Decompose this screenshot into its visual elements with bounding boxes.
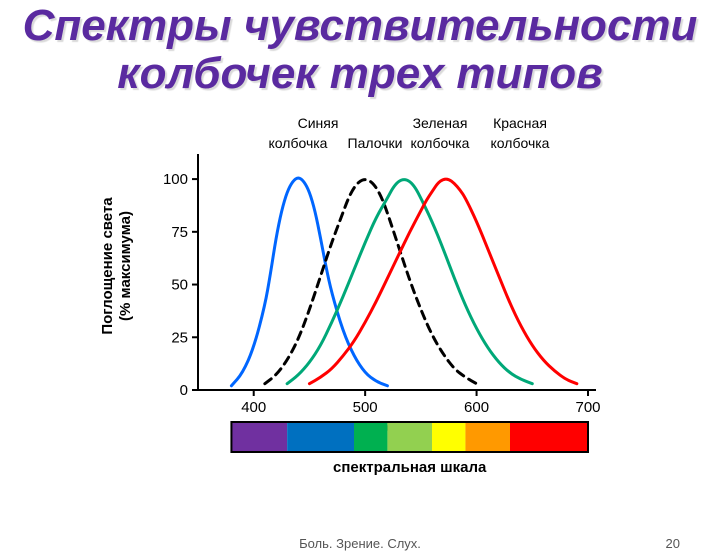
y-axis-label-2: (% максимума) (117, 211, 134, 321)
spectrum-band (387, 422, 432, 452)
y-tick-label: 100 (163, 171, 188, 188)
green-curve (287, 180, 532, 384)
blue-curve (231, 178, 387, 386)
spectrum-band (432, 422, 465, 452)
spectrum-label: спектральная шкала (333, 459, 487, 476)
y-axis-label-1: Поглощение света (99, 197, 116, 335)
curve-label: колбочка (411, 135, 470, 151)
spectrum-band (354, 422, 387, 452)
rod-curve (265, 180, 477, 384)
footer-caption: Боль. Зрение. Слух. (299, 536, 421, 551)
y-tick-label: 75 (171, 224, 188, 241)
curve-label: Палочки (348, 135, 403, 151)
slide-title: Спектры чувствительности колбочек трех т… (0, 0, 720, 99)
curve-label: колбочка (269, 135, 328, 151)
spectrum-band (510, 422, 588, 452)
spectrum-band (465, 422, 510, 452)
spectrum-band (231, 422, 287, 452)
x-tick-label: 600 (464, 399, 489, 416)
x-tick-label: 700 (575, 399, 600, 416)
curve-label: Зеленая (413, 115, 468, 131)
x-tick-label: 500 (353, 399, 378, 416)
spectrum-band (287, 422, 354, 452)
curve-label: колбочка (491, 135, 550, 151)
curve-label: Красная (493, 115, 547, 131)
x-tick-label: 400 (241, 399, 266, 416)
y-tick-label: 25 (171, 329, 188, 346)
y-tick-label: 50 (171, 277, 188, 294)
curve-label: Синяя (298, 115, 339, 131)
title-line-1: Спектры чувствительности (0, 2, 720, 50)
title-line-2: колбочек трех типов (0, 50, 720, 98)
sensitivity-chart: 0255075100400500600700Длина волны (нм)По… (70, 108, 650, 510)
page-number: 20 (666, 536, 680, 551)
y-tick-label: 0 (180, 382, 188, 399)
